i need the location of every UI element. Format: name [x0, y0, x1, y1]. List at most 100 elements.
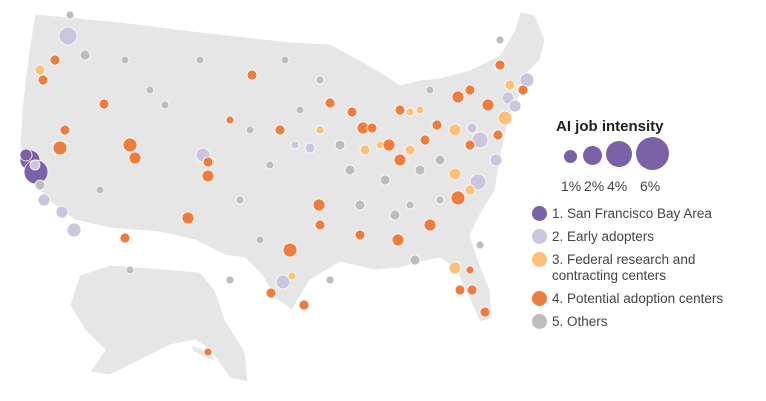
legend-label: 3. Federal research and contracting cent… — [552, 252, 696, 283]
metro-bubble — [280, 55, 290, 65]
legend-title: AI job intensity — [556, 118, 664, 135]
metro-bubble — [475, 240, 485, 250]
metro-bubble — [450, 190, 466, 206]
metro-bubble — [448, 261, 462, 275]
size-4pct-circle — [606, 141, 632, 167]
legend-item-potential-adoption: 4. Potential adoption centers — [532, 291, 766, 307]
metro-bubble — [448, 123, 462, 137]
hawaii — [188, 344, 218, 364]
size-label: 6% — [640, 178, 661, 194]
metro-bubble — [415, 105, 425, 115]
metro-bubble — [451, 90, 465, 104]
metro-bubble — [79, 49, 91, 61]
legend: AI job intensity 1% 2% 4% 6% 1. San Fran… — [532, 118, 723, 329]
metro-bubble — [389, 209, 401, 221]
metro-bubble — [393, 153, 407, 167]
size-label: 4% — [607, 178, 628, 194]
metro-bubble — [517, 84, 529, 96]
metro-bubble — [469, 173, 487, 191]
metro-bubble — [312, 198, 326, 212]
metro-bubble — [58, 26, 78, 46]
metro-bubble — [29, 159, 41, 171]
metro-bubble — [98, 98, 110, 110]
metro-bubble — [492, 129, 504, 141]
metro-bubble — [354, 229, 366, 241]
size-1pct-circle — [564, 150, 577, 163]
metro-bubble — [481, 98, 495, 112]
size-label: 2% — [584, 178, 605, 194]
alaska — [69, 264, 249, 383]
metro-bubble — [494, 59, 506, 71]
metro-bubble — [95, 185, 105, 195]
metro-bubble — [454, 284, 466, 296]
metro-bubble — [122, 137, 138, 153]
metro-bubble — [49, 54, 61, 66]
metro-bubble — [19, 148, 33, 162]
metro-bubble — [466, 122, 478, 134]
metro-bubble — [37, 193, 51, 207]
metro-bubble — [508, 99, 522, 113]
metro-bubble — [34, 64, 46, 76]
metro-bubble — [379, 174, 391, 186]
metro-bubble — [160, 100, 170, 110]
metro-bubble — [246, 69, 258, 81]
metro-bubble — [265, 287, 277, 299]
metro-bubble — [419, 134, 431, 146]
metro-bubble — [295, 105, 305, 115]
size-6pct-circle — [636, 137, 669, 170]
size-legend: 1% 2% 4% 6% — [556, 137, 696, 200]
metro-bubble — [495, 35, 505, 45]
category-swatch — [532, 291, 547, 306]
legend-item-sf-bay-area: 1. San Francisco Bay Area — [532, 206, 766, 222]
size-2pct-circle — [583, 146, 602, 165]
metro-bubble — [52, 140, 68, 156]
metro-bubble — [391, 233, 405, 247]
legend-label: 5. Others — [552, 314, 608, 329]
metro-bubble — [274, 124, 286, 136]
legend-label: 2. Early adopters — [552, 229, 655, 244]
metro-bubble — [225, 115, 235, 125]
metro-bubble — [464, 184, 476, 196]
metro-bubble — [282, 242, 298, 258]
metro-bubble — [37, 74, 49, 86]
metro-bubble — [501, 91, 515, 105]
metro-bubble — [59, 124, 71, 136]
metro-bubble — [201, 169, 215, 183]
metro-bubble — [314, 219, 326, 231]
metro-bubble — [334, 139, 346, 151]
metro-bubble — [324, 97, 336, 109]
metro-bubble — [359, 144, 371, 156]
metro-bubble — [275, 274, 291, 290]
category-swatch — [532, 314, 547, 329]
metro-bubble — [315, 125, 325, 135]
metro-bubble — [465, 265, 475, 275]
metro-bubble — [34, 179, 46, 191]
metro-bubble — [255, 235, 265, 245]
metro-bubble — [265, 160, 275, 170]
metro-bubble — [448, 167, 462, 181]
metro-bubble — [405, 200, 415, 210]
metro-bubble — [119, 232, 131, 244]
metro-bubble — [65, 10, 75, 20]
metro-bubble — [145, 85, 155, 95]
metro-bubble — [202, 156, 214, 168]
metro-bubble — [66, 222, 82, 238]
metro-bubble — [404, 144, 416, 156]
metro-bubble — [325, 275, 335, 285]
metro-bubble — [466, 284, 478, 296]
metro-bubble — [203, 347, 213, 357]
metro-bubble — [431, 119, 443, 131]
metro-bubble — [344, 164, 356, 176]
metro-bubble — [435, 195, 445, 205]
metro-bubble — [425, 85, 435, 95]
metro-bubble — [290, 140, 300, 150]
metro-bubble — [489, 153, 503, 167]
metro-bubble — [304, 142, 316, 154]
metro-bubble — [366, 122, 378, 134]
metro-bubble — [464, 84, 476, 96]
size-label: 1% — [561, 178, 582, 194]
legend-item-others: 5. Others — [532, 314, 766, 330]
metro-bubble — [298, 299, 310, 311]
legend-label: 1. San Francisco Bay Area — [552, 206, 712, 221]
metro-bubble — [497, 110, 513, 126]
